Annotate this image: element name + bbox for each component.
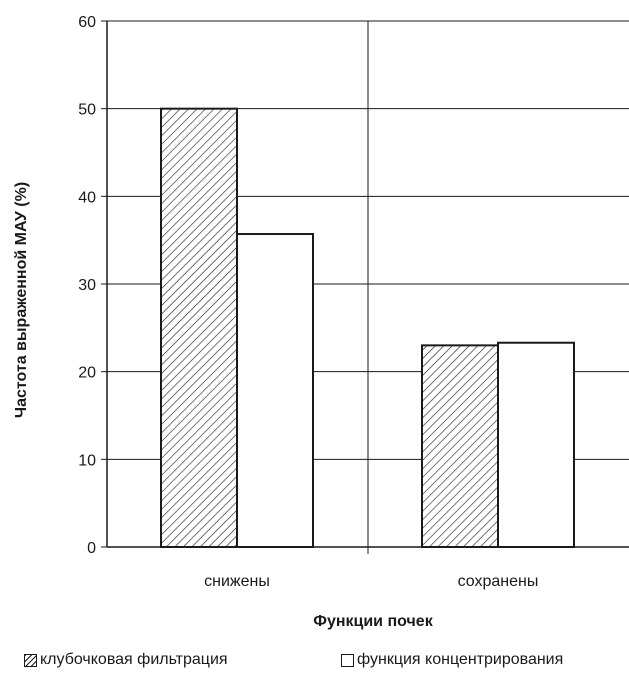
bar-filtration-2 [421, 344, 499, 548]
x-axis-title: Функции почек [313, 613, 433, 630]
bar-chart: 0 10 20 30 40 50 60 снижены сохранены Функции по… [13, 14, 629, 630]
y-tick-label: 20 [78, 365, 96, 382]
legend-label-filtration: клубочковая фильтрация [40, 651, 228, 668]
bar-concentration-1 [236, 233, 314, 548]
y-axis-title: Частота выраженной МАУ (%) [13, 182, 30, 418]
y-tick-label: 0 [87, 540, 96, 557]
y-tick-label: 50 [78, 102, 96, 119]
hatched-swatch-icon [24, 653, 37, 667]
x-category-label: снижены [204, 573, 270, 590]
y-tick-label: 10 [78, 452, 96, 469]
bar-concentration-2 [497, 341, 575, 548]
y-tick-label: 30 [78, 277, 96, 294]
bar-filtration-1 [160, 107, 238, 549]
legend-item-concentration: функция концентрирования [341, 651, 563, 669]
axes: 0 10 20 30 40 50 60 снижены сохранены [78, 14, 629, 590]
y-tick-label: 60 [78, 14, 96, 31]
y-tick-label: 40 [78, 189, 96, 206]
x-category-label: сохранены [458, 573, 539, 590]
plain-swatch-icon [341, 653, 354, 667]
legend: клубочковая фильтрация функция концентри… [0, 648, 629, 673]
legend-label-concentration: функция концентрирования [357, 651, 564, 668]
legend-item-filtration: клубочковая фильтрация [24, 651, 228, 669]
